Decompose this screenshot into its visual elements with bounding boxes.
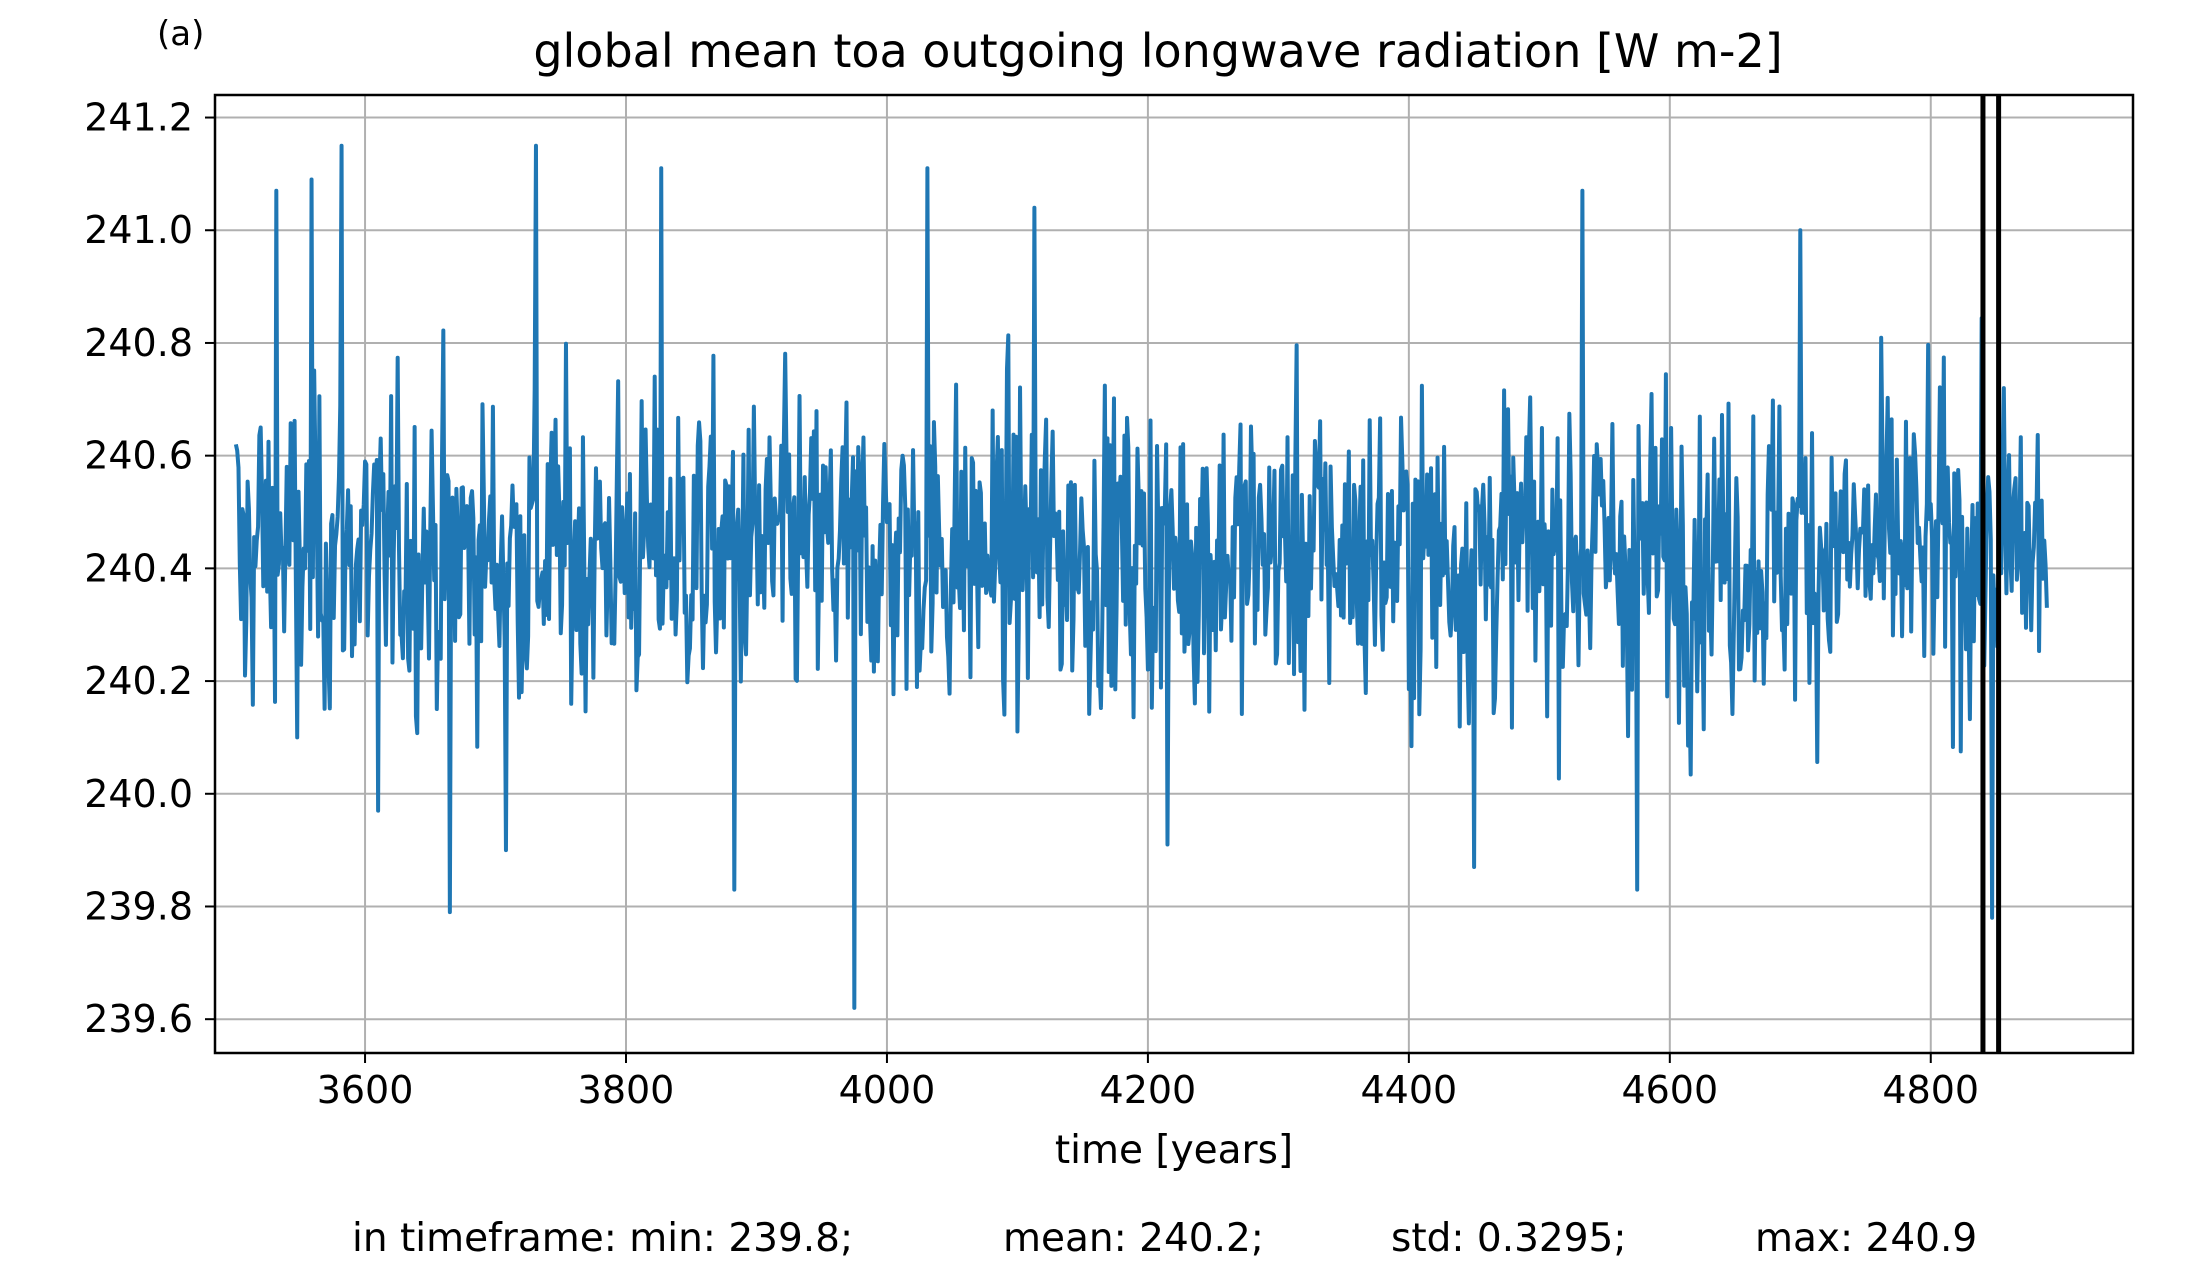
plot-frame — [213, 93, 2135, 1055]
x-tick-label: 3800 — [578, 1068, 675, 1112]
x-tick-label: 4000 — [839, 1068, 936, 1112]
vertical-markers — [1980, 95, 2002, 1053]
x-tick-label: 3600 — [317, 1068, 414, 1112]
stats-mean: mean: 240.2; — [1003, 1216, 1264, 1261]
x-axis-label: time [years] — [1054, 1128, 1294, 1173]
x-tick-label: 4600 — [1621, 1068, 1718, 1112]
x-tick-label: 4800 — [1882, 1068, 1979, 1112]
stats-min: in timeframe: min: 239.8; — [352, 1216, 854, 1261]
y-tick-label: 241.2 — [84, 96, 193, 140]
axis-ticks: 3600 3800 4000 4200 4400 4600 4800 239.6 239.8 24… — [84, 96, 1979, 1112]
y-tick-label: 239.8 — [84, 884, 193, 928]
x-tick-label: 4400 — [1360, 1068, 1457, 1112]
y-tick-label: 240.8 — [84, 321, 193, 365]
y-tick-label: 240.4 — [84, 546, 193, 590]
panel-label: (a) — [157, 14, 205, 54]
y-tick-label: 240.2 — [84, 659, 193, 703]
y-tick-label: 240.6 — [84, 434, 193, 478]
y-tick-label: 240.0 — [84, 772, 193, 816]
x-tick-label: 4200 — [1100, 1068, 1197, 1112]
series-layer — [233, 143, 2049, 1010]
chart-title: global mean toa outgoing longwave radiat… — [533, 24, 1783, 78]
stats-max: max: 240.9 — [1755, 1216, 1978, 1261]
series-line — [233, 143, 2049, 1010]
y-tick-label: 241.0 — [84, 208, 193, 252]
stats-std: std: 0.3295; — [1391, 1216, 1627, 1261]
y-tick-label: 239.6 — [84, 997, 193, 1041]
